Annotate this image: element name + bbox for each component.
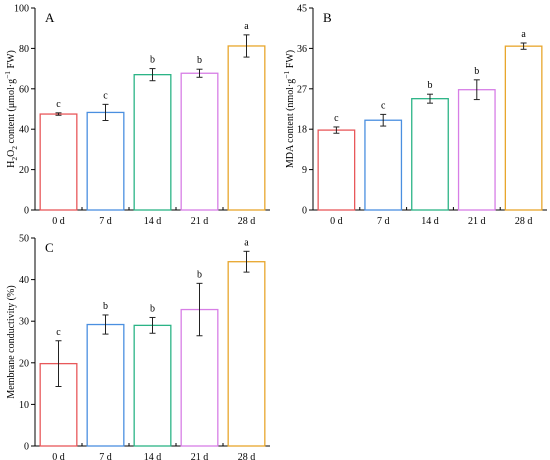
x-tick-label: 7 d [99,452,112,460]
y-axis-label: H2O2 content (μmol·g−1 FW) [3,50,19,168]
y-tick-label: 45 [297,4,307,15]
y-axis-label-rest: content (μmol·g [6,79,17,146]
y-axis-label-sup: −1 [282,70,291,78]
significance-label: c [103,90,108,101]
y-axis-label: Membrane conductivity (%) [6,285,17,398]
y-tick-label: 27 [297,84,307,95]
bar [364,119,403,211]
x-tick-label: 21 d [191,216,209,227]
y-axis-label: MDA content (nmol·g−1 FW) [282,50,296,168]
bar [504,45,543,211]
panel-label: B [323,10,332,25]
chart-panel-c: 0 10 20 30 40 50 c 0 d b 7 d b 14 d b 21 d a 28 d C Membr… [6,234,270,460]
bar [227,45,266,211]
y-tick-label: 9 [302,165,307,176]
y-tick-label: 40 [19,125,29,136]
panel-label: C [45,240,54,255]
bar [133,324,172,447]
y-axis-label-sup: −1 [3,71,12,79]
y-tick-label: 80 [19,44,29,55]
chart-panel-b: 0 9 18 27 36 45 c 0 d c 7 d b 14 d b 21 d a 28 d B MDA co… [282,4,547,227]
significance-label: c [56,99,61,110]
bar [317,129,356,211]
significance-label: c [381,100,386,111]
significance-label: b [197,269,202,280]
significance-label: c [56,327,61,338]
significance-label: b [197,55,202,66]
bar [411,98,449,211]
bar [180,72,219,211]
x-tick-label: 0 d [52,216,65,227]
x-tick-label: 7 d [99,216,112,227]
bar [86,111,125,211]
y-tick-label: 18 [297,125,307,136]
significance-label: a [244,237,249,248]
significance-label: c [334,113,339,124]
y-tick-label: 36 [297,44,307,55]
y-tick-label: 30 [19,317,29,328]
significance-label: b [474,66,479,77]
significance-label: a [521,29,526,40]
y-axis-label-post: FW) [6,50,17,71]
y-tick-label: 40 [19,275,29,286]
significance-label: b [428,80,433,91]
x-tick-label: 14 d [421,216,439,227]
y-tick-label: 20 [19,165,29,176]
y-tick-label: 0 [302,206,307,217]
y-axis-label-sub2: 2 [10,146,19,150]
bar [133,74,172,211]
bar [227,261,266,447]
x-tick-label: 0 d [52,452,65,460]
y-tick-label: 20 [19,358,29,369]
y-axis-label-sub1: 2 [10,157,19,161]
y-axis-label-pre: Membrane conductivity (%) [6,285,17,398]
x-tick-label: 14 d [144,452,162,460]
y-tick-label: 60 [19,84,29,95]
y-axis-label-mid: O [6,150,17,157]
y-axis-label-post: FW) [285,50,296,71]
x-tick-label: 21 d [191,452,209,460]
significance-label: b [150,55,155,66]
x-tick-label: 0 d [330,216,343,227]
y-tick-label: 50 [19,234,29,245]
x-tick-label: 21 d [468,216,486,227]
x-tick-label: 7 d [377,216,390,227]
bar [39,113,78,211]
y-tick-label: 0 [24,442,29,453]
y-axis-label-pre: MDA content (nmol·g [285,79,296,168]
x-tick-label: 14 d [144,216,162,227]
y-axis-label-pre: H [6,161,17,168]
y-tick-label: 100 [14,4,29,15]
significance-label: b [150,303,155,314]
x-tick-label: 28 d [238,452,256,460]
panel-label: A [45,10,55,25]
x-tick-label: 28 d [515,216,533,227]
significance-label: a [244,21,249,32]
x-tick-label: 28 d [238,216,256,227]
y-tick-label: 0 [24,206,29,217]
y-tick-label: 10 [19,400,29,411]
significance-label: b [103,301,108,312]
bar [457,89,496,211]
bar [86,323,125,447]
